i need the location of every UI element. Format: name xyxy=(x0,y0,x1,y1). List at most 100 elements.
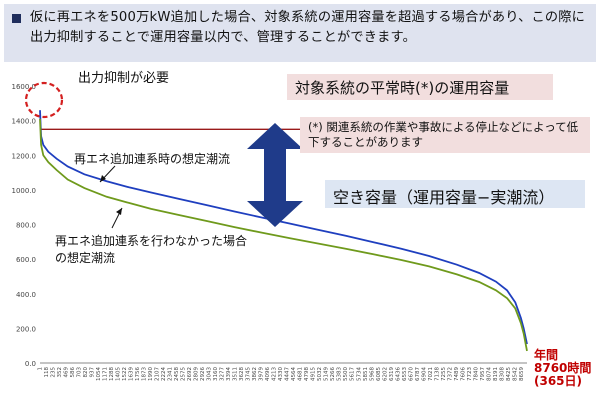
series-line-without_re xyxy=(39,118,528,352)
x-tick-label: 5149 xyxy=(324,367,330,381)
x-tick-label: 6670 xyxy=(408,367,414,381)
x-tick-label: 8191 xyxy=(493,367,499,381)
x-tick-label: 3511 xyxy=(233,367,239,381)
x-tick-label: 6436 xyxy=(395,367,401,381)
year-label-line2: 8760時間 xyxy=(534,361,592,375)
x-tick-label: 7021 xyxy=(428,367,434,381)
x-tick-label: 3043 xyxy=(207,367,213,381)
x-tick-label: 469 xyxy=(64,367,70,378)
x-tick-label: 235 xyxy=(51,367,57,378)
x-tick-label: 5734 xyxy=(356,367,362,381)
normal-capacity-label: 対象系統の平常時(*)の運用容量 xyxy=(295,79,510,97)
x-tick-label: 586 xyxy=(70,367,76,378)
without-re-series-label-line2: の想定潮流 xyxy=(55,251,116,265)
x-tick-label: 4798 xyxy=(304,367,310,381)
x-tick-label: 4447 xyxy=(285,367,291,381)
x-tick-label: 4681 xyxy=(298,367,304,381)
footnote-text: 関連系統の作業や事故による停止などによって低下することがあります xyxy=(308,120,579,149)
x-tick-label: 7957 xyxy=(480,367,486,381)
x-tick-label: 703 xyxy=(77,367,83,378)
x-tick-label: 3979 xyxy=(259,367,265,381)
x-tick-label: 1756 xyxy=(135,367,141,381)
x-tick-label: 1 xyxy=(38,367,44,371)
double-arrow-icon xyxy=(247,123,303,227)
pointer-arrowhead-with-re xyxy=(100,175,106,182)
year-label-line3: (365日) xyxy=(534,374,583,388)
x-tick-label: 3394 xyxy=(226,367,232,381)
x-tick-label: 1288 xyxy=(109,367,115,381)
x-tick-label: 2692 xyxy=(187,367,193,381)
x-tick-label: 7372 xyxy=(447,367,453,381)
curtailment-needed-label: 出力抑制が必要 xyxy=(78,71,170,86)
pointer-arrowhead-without-re xyxy=(116,208,122,215)
x-tick-label: 4915 xyxy=(311,367,317,381)
x-tick-label: 2575 xyxy=(181,367,187,381)
x-tick-label: 3862 xyxy=(252,367,258,381)
x-tick-label: 2107 xyxy=(155,367,161,381)
with-re-series-label: 再エネ追加連系時の想定潮流 xyxy=(74,152,231,166)
x-tick-label: 4564 xyxy=(291,367,297,381)
x-tick-label: 2458 xyxy=(174,367,180,381)
x-tick-label: 7138 xyxy=(434,367,440,381)
header-text: 仮に再エネを500万kW追加した場合、対象系統の運用容量を超過する場合があり、こ… xyxy=(30,10,586,45)
y-tick-label: 200.0 xyxy=(16,325,36,333)
footnote-mark: (*) xyxy=(308,120,323,134)
x-tick-label: 3277 xyxy=(220,367,226,381)
x-tick-label: 3160 xyxy=(213,367,219,381)
x-tick-label: 8542 xyxy=(512,367,518,381)
x-tick-label: 1171 xyxy=(103,367,109,381)
x-tick-label: 3745 xyxy=(246,367,252,381)
year-label-line1: 年間 xyxy=(534,348,559,362)
x-tick-label: 937 xyxy=(90,367,96,378)
x-tick-label: 6787 xyxy=(415,367,421,381)
x-tick-label: 5032 xyxy=(317,367,323,381)
x-tick-label: 5500 xyxy=(343,367,349,381)
x-tick-label: 5851 xyxy=(363,367,369,381)
free-capacity-label: 空き容量（運用容量−実潮流） xyxy=(333,188,555,207)
x-tick-label: 1405 xyxy=(116,367,122,381)
x-tick-label: 7840 xyxy=(473,367,479,381)
x-tick-label: 8308 xyxy=(499,367,505,381)
free-capacity-box: 空き容量（運用容量−実潮流） xyxy=(325,180,585,208)
x-tick-label: 1054 xyxy=(96,367,102,381)
x-tick-label: 118 xyxy=(44,367,50,378)
x-tick-label: 6085 xyxy=(376,367,382,381)
x-tick-label: 2224 xyxy=(161,367,167,381)
x-tick-label: 5266 xyxy=(330,367,336,381)
footnote-box: (*) 関連系統の作業や事故による停止などによって低下することがあります xyxy=(300,117,590,153)
y-tick-label: 1000.0 xyxy=(12,187,37,195)
y-tick-label: 400.0 xyxy=(16,291,36,299)
x-tick-label: 5968 xyxy=(369,367,375,381)
x-tick-label: 7255 xyxy=(441,367,447,381)
x-tick-label: 352 xyxy=(57,367,63,378)
x-tick-label: 4330 xyxy=(278,367,284,381)
x-tick-label: 3628 xyxy=(239,367,245,381)
x-tick-label: 820 xyxy=(83,367,89,378)
x-tick-label: 6904 xyxy=(421,367,427,381)
y-tick-label: 600.0 xyxy=(16,256,36,264)
x-tick-label: 2341 xyxy=(168,367,174,381)
x-tick-label: 4213 xyxy=(272,367,278,381)
without-re-series-label-line1: 再エネ追加連系を行わなかった場合 xyxy=(55,234,248,248)
x-tick-label: 2926 xyxy=(200,367,206,381)
x-tick-label: 5383 xyxy=(337,367,343,381)
y-tick-label: 1200.0 xyxy=(12,152,37,160)
x-tick-label: 7606 xyxy=(460,367,466,381)
x-tick-label: 8425 xyxy=(506,367,512,381)
x-tick-label: 4096 xyxy=(265,367,271,381)
header-banner: 仮に再エネを500万kW追加した場合、対象系統の運用容量を超過する場合があり、こ… xyxy=(4,4,596,62)
x-tick-label: 5617 xyxy=(350,367,356,381)
x-tick-label: 1522 xyxy=(122,367,128,381)
x-tick-label: 7723 xyxy=(467,367,473,381)
x-tick-label: 1873 xyxy=(142,367,148,381)
normal-capacity-box: 対象系統の平常時(*)の運用容量 xyxy=(287,74,553,100)
x-tick-label: 8659 xyxy=(519,367,525,381)
year-hours-label: 年間 8760時間 (365日) xyxy=(534,349,591,388)
x-tick-label: 8074 xyxy=(486,367,492,381)
x-tick-label: 1639 xyxy=(129,367,135,381)
y-tick-labels: 0.0 200.0 400.0 600.0 800.0 1000.0 1200.0 1400.… xyxy=(12,83,37,368)
curtailment-dashed-circle xyxy=(24,81,64,119)
y-tick-label: 0.0 xyxy=(25,360,36,368)
x-tick-label: 1990 xyxy=(148,367,154,381)
